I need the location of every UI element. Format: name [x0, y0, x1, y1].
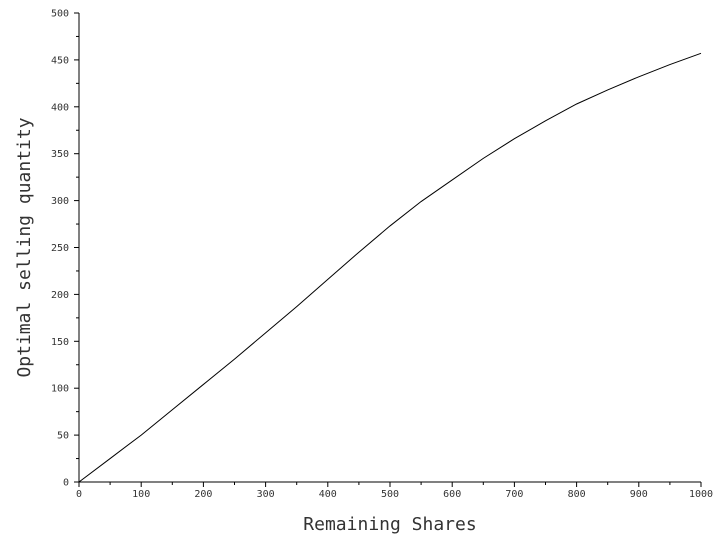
x-tick-label: 800: [568, 489, 586, 500]
axes: [78, 13, 701, 483]
x-tick-label: 600: [443, 489, 461, 500]
y-tick-label: 250: [51, 243, 69, 254]
x-tick-label: 100: [132, 489, 150, 500]
y-tick-label: 450: [51, 55, 69, 66]
x-tick-label: 200: [194, 489, 212, 500]
y-tick-label: 0: [63, 478, 69, 489]
y-tick-label: 300: [51, 196, 69, 207]
x-tick-label: 700: [505, 489, 523, 500]
y-tick-label: 50: [57, 431, 69, 442]
x-tick-label: 1000: [689, 489, 713, 500]
y-tick-label: 500: [51, 9, 69, 20]
y-axis-title: Optimal selling quantity: [14, 117, 35, 377]
x-tick-label: 300: [257, 489, 275, 500]
ticks: 0 100 200 300 400 500 600 700 800 900 1000 0 50 100 15…: [51, 9, 713, 501]
y-tick-label: 400: [51, 102, 69, 113]
y-tick-label: 150: [51, 337, 69, 348]
series-line: [78, 52, 702, 483]
y-tick-label: 200: [51, 290, 69, 301]
y-tick-label: 100: [51, 384, 69, 395]
y-tick-label: 350: [51, 149, 69, 160]
x-tick-label: 900: [630, 489, 648, 500]
x-tick-label: 500: [381, 489, 399, 500]
x-tick-label: 0: [76, 489, 82, 500]
series: [78, 52, 702, 483]
x-axis-title: Remaining Shares: [303, 514, 476, 535]
x-tick-label: 400: [319, 489, 337, 500]
